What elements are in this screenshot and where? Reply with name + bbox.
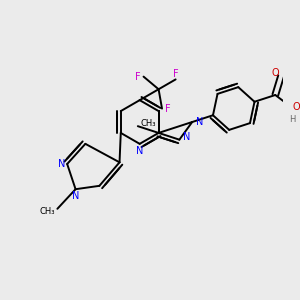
Text: N: N <box>72 191 79 201</box>
Text: N: N <box>136 146 143 156</box>
Text: N: N <box>196 117 203 127</box>
Text: CH₃: CH₃ <box>141 119 156 128</box>
Text: F: F <box>173 69 178 79</box>
Text: F: F <box>165 103 171 114</box>
Text: CH₃: CH₃ <box>39 207 55 216</box>
Text: O: O <box>293 102 300 112</box>
Text: N: N <box>58 159 65 169</box>
Text: F: F <box>135 72 140 82</box>
Text: N: N <box>183 132 190 142</box>
Text: O: O <box>272 68 279 78</box>
Text: H: H <box>289 115 296 124</box>
